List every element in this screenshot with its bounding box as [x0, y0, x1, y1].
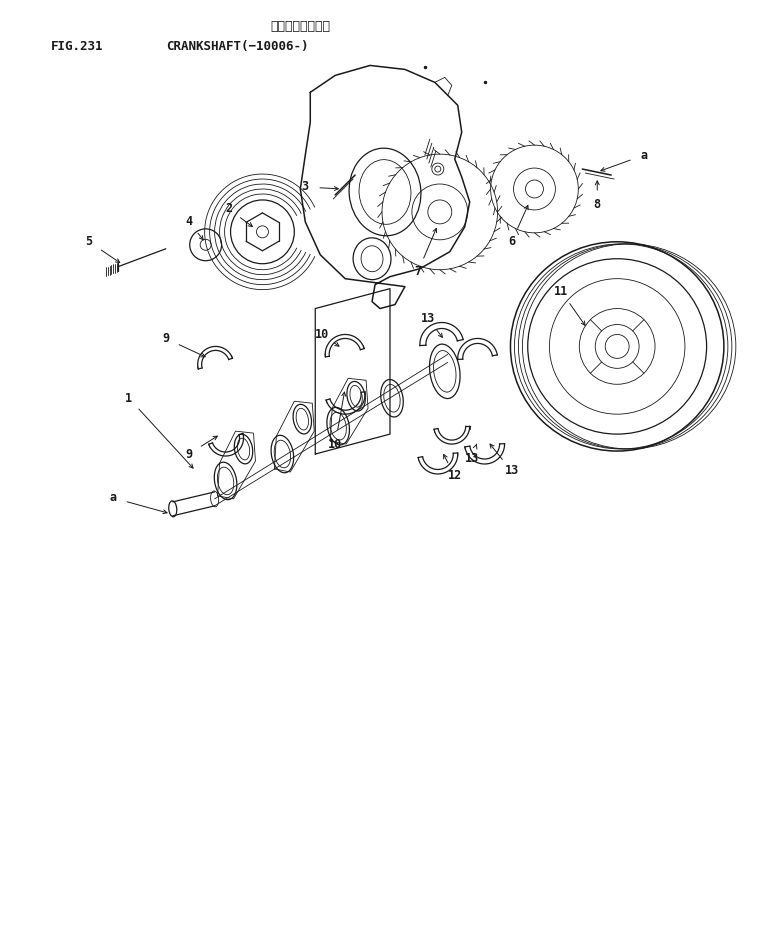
Text: 11: 11	[554, 285, 568, 298]
Text: クランクシャフト: クランクシャフト	[271, 19, 330, 32]
Text: 12: 12	[448, 469, 462, 482]
Text: 6: 6	[508, 235, 515, 248]
Text: CRANKSHAFT(−10006-): CRANKSHAFT(−10006-)	[165, 40, 308, 53]
Text: 10: 10	[328, 438, 342, 451]
Text: 13: 13	[505, 465, 519, 478]
Text: a: a	[641, 148, 648, 162]
Text: 2: 2	[225, 203, 232, 216]
Text: 9: 9	[162, 332, 169, 345]
Text: 10: 10	[315, 328, 329, 341]
Text: a: a	[110, 492, 117, 505]
Text: 9: 9	[186, 447, 192, 460]
Text: 13: 13	[421, 312, 435, 325]
Text: 4: 4	[186, 216, 192, 229]
Text: 3: 3	[301, 181, 309, 194]
Text: 7: 7	[414, 265, 421, 278]
Text: 8: 8	[594, 198, 601, 211]
Text: 13: 13	[465, 452, 478, 465]
Text: FIG.231: FIG.231	[51, 40, 104, 53]
Text: 1: 1	[125, 392, 132, 405]
Text: 5: 5	[86, 235, 93, 248]
